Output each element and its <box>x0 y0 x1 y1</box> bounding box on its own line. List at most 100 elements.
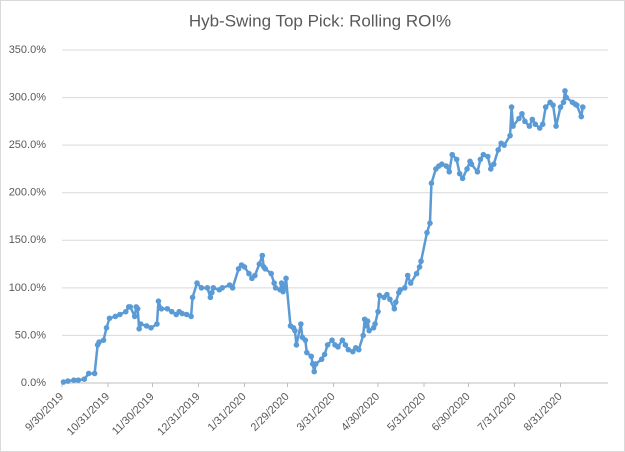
point <box>137 321 144 327</box>
point <box>117 311 123 318</box>
point <box>329 337 335 343</box>
point <box>103 325 110 331</box>
point <box>241 264 248 270</box>
point <box>574 102 580 108</box>
point <box>164 305 171 312</box>
point <box>490 161 497 167</box>
chart-title: Hyb-Swing Top Pick: Rolling ROI% <box>189 11 451 30</box>
point <box>278 280 285 286</box>
point <box>355 346 362 353</box>
point <box>449 151 456 158</box>
point <box>529 116 536 123</box>
point <box>443 163 450 169</box>
point <box>519 110 525 117</box>
point <box>158 305 165 312</box>
point <box>259 252 266 259</box>
point <box>210 285 217 291</box>
point <box>507 132 513 139</box>
point <box>404 272 411 279</box>
point <box>308 353 315 360</box>
point <box>324 342 331 348</box>
point <box>155 298 162 304</box>
point <box>562 88 568 94</box>
point <box>298 321 304 327</box>
point <box>413 270 420 277</box>
point <box>480 151 487 158</box>
point <box>112 313 119 320</box>
point <box>271 280 277 286</box>
point <box>464 166 470 172</box>
point <box>387 296 393 303</box>
point <box>364 318 371 324</box>
point <box>510 123 516 129</box>
point <box>281 285 288 291</box>
point <box>563 94 570 101</box>
point <box>485 153 491 160</box>
point <box>342 342 349 348</box>
point <box>508 104 515 110</box>
point <box>553 123 559 129</box>
point <box>85 370 92 377</box>
point <box>376 292 383 299</box>
point <box>427 220 433 226</box>
point <box>459 175 466 182</box>
point <box>143 323 150 329</box>
point <box>536 125 543 131</box>
point <box>127 304 134 310</box>
point <box>350 348 356 355</box>
y-tick-label: 0.0% <box>21 377 46 389</box>
point <box>96 339 102 345</box>
point <box>418 258 424 265</box>
point <box>262 266 269 272</box>
y-tick-label: 150.0% <box>9 234 47 246</box>
point <box>407 280 414 286</box>
point <box>302 337 309 343</box>
point <box>375 308 381 315</box>
point <box>453 156 460 163</box>
point <box>194 280 200 286</box>
point <box>311 368 318 375</box>
point <box>542 104 549 110</box>
point <box>100 337 107 343</box>
y-tick-label: 250.0% <box>9 139 47 151</box>
point <box>477 156 484 163</box>
point <box>91 370 98 377</box>
point <box>366 327 372 334</box>
point <box>219 285 226 291</box>
point <box>539 121 546 128</box>
point <box>532 121 539 128</box>
point <box>188 313 194 320</box>
point <box>393 299 399 305</box>
point <box>360 332 366 339</box>
point <box>345 346 352 353</box>
point <box>292 327 298 334</box>
point <box>363 323 369 329</box>
point <box>318 356 325 363</box>
point <box>304 349 310 356</box>
point <box>60 379 67 385</box>
point <box>579 104 586 110</box>
y-tick-label: 350.0% <box>9 44 47 56</box>
point <box>495 147 502 153</box>
point <box>474 168 481 175</box>
point <box>246 270 252 277</box>
point <box>550 102 556 108</box>
point <box>312 361 319 367</box>
point <box>293 342 300 348</box>
point <box>446 168 453 175</box>
point <box>209 289 215 296</box>
point <box>71 377 77 383</box>
point <box>424 229 430 236</box>
point <box>272 285 279 291</box>
point <box>339 337 346 343</box>
y-tick-label: 200.0% <box>9 187 47 199</box>
point <box>439 161 445 167</box>
point <box>189 294 196 301</box>
point <box>179 310 185 317</box>
point <box>122 308 129 315</box>
point <box>335 344 341 350</box>
point <box>207 294 214 301</box>
point <box>229 285 236 291</box>
